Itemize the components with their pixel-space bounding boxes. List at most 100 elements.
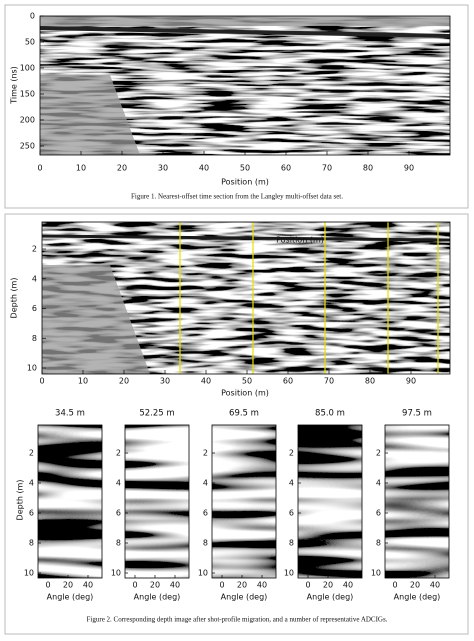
x-tick-label: 0: [45, 581, 50, 590]
y-tick-label: 4: [203, 479, 208, 488]
y-tick-label: 2: [203, 449, 208, 458]
x-tick-label: 0: [392, 581, 397, 590]
y-tick-label: 4: [376, 479, 381, 488]
panel-title: 69.5 m: [229, 409, 259, 419]
y-tick-label: 10: [284, 569, 294, 578]
y-tick-label: 6: [376, 509, 381, 518]
panel-frame: [297, 424, 363, 579]
x-tick-label: 60: [283, 377, 293, 386]
y-tick-label: 10: [111, 569, 121, 578]
y-tick-label: 8: [289, 539, 294, 548]
panel-frame: [124, 424, 190, 579]
panel-title: 52.25 m: [139, 409, 174, 419]
y-tick-label: 8: [203, 539, 208, 548]
y-tick-label: 100: [20, 64, 35, 73]
axis-label: Angle (deg): [221, 593, 268, 602]
axis-label: Position (m): [221, 389, 269, 398]
axis-label: Depth (m): [16, 480, 25, 521]
x-tick-label: 50: [240, 164, 250, 173]
x-tick-label: 80: [365, 377, 375, 386]
axis-label: Depth (m): [10, 278, 19, 319]
axis-label: Position (m): [221, 178, 269, 187]
x-tick-label: 30: [158, 164, 168, 173]
panel-image: [38, 425, 102, 578]
x-tick-label: 60: [281, 164, 291, 173]
x-tick-label: 40: [201, 377, 211, 386]
y-tick-label: 8: [116, 539, 121, 548]
panel-frame: [211, 424, 277, 579]
x-tick-label: 40: [83, 581, 93, 590]
y-tick-label: 10: [24, 569, 34, 578]
x-tick-label: 20: [119, 377, 129, 386]
x-tick-label: 0: [39, 377, 44, 386]
y-tick-label: 2: [376, 449, 381, 458]
x-tick-label: 20: [237, 581, 247, 590]
y-tick-label: 4: [29, 479, 34, 488]
panel-frame: [37, 424, 103, 579]
x-tick-label: 70: [324, 377, 334, 386]
x-tick-label: 50: [242, 377, 252, 386]
figure1-image: [39, 15, 451, 156]
axis-label: Angle (deg): [47, 593, 94, 602]
y-tick-label: 2: [32, 245, 37, 254]
x-tick-label: 30: [160, 377, 170, 386]
y-tick-label: 4: [116, 479, 121, 488]
x-tick-label: 40: [257, 581, 267, 590]
y-tick-label: 8: [32, 334, 37, 343]
y-tick-label: 2: [29, 449, 34, 458]
panel-title: 34.5 m: [55, 409, 85, 419]
axis-label: Angle (deg): [394, 593, 441, 602]
y-tick-label: 4: [289, 479, 294, 488]
figure2-frame: [4, 213, 469, 635]
x-tick-label: 40: [199, 164, 209, 173]
y-tick-label: 6: [116, 509, 121, 518]
x-tick-label: 40: [430, 581, 440, 590]
panel-image: [125, 425, 189, 578]
y-tick-label: 2: [289, 449, 294, 458]
caption: Figure 2. Corresponding depth image afte…: [87, 616, 388, 624]
y-tick-label: 10: [198, 569, 208, 578]
x-tick-label: 80: [363, 164, 373, 173]
axis-label: Position (m): [276, 236, 324, 245]
y-tick-label: 6: [29, 509, 34, 518]
axis-label: Angle (deg): [134, 593, 181, 602]
y-tick-label: 150: [20, 90, 35, 99]
y-tick-label: 0: [30, 12, 35, 21]
x-tick-label: 20: [117, 164, 127, 173]
x-tick-label: 40: [343, 581, 353, 590]
x-tick-label: 0: [305, 581, 310, 590]
panel-title: 97.5 m: [402, 409, 432, 419]
y-tick-label: 2: [116, 449, 121, 458]
y-tick-label: 6: [32, 304, 37, 313]
axis-label: Time (ns): [10, 66, 19, 105]
axis-label: Angle (deg): [307, 593, 354, 602]
x-tick-label: 0: [37, 164, 42, 173]
x-tick-label: 20: [323, 581, 333, 590]
panel-frame: [384, 424, 450, 579]
y-tick-label: 10: [27, 364, 37, 373]
y-tick-label: 250: [20, 142, 35, 151]
panel-image: [298, 425, 362, 578]
panel-image: [385, 425, 449, 578]
x-tick-label: 40: [170, 581, 180, 590]
caption: Figure 1. Nearest-offset time section fr…: [131, 193, 343, 201]
x-tick-label: 70: [322, 164, 332, 173]
y-tick-label: 8: [376, 539, 381, 548]
x-tick-label: 90: [406, 377, 416, 386]
x-tick-label: 20: [150, 581, 160, 590]
y-tick-label: 6: [289, 509, 294, 518]
panel-image: [212, 425, 276, 578]
y-tick-label: 10: [371, 569, 381, 578]
x-tick-label: 0: [219, 581, 224, 590]
x-tick-label: 20: [63, 581, 73, 590]
x-tick-label: 0: [132, 581, 137, 590]
figure2-image: [41, 221, 451, 375]
y-tick-label: 8: [29, 539, 34, 548]
x-tick-label: 10: [78, 377, 88, 386]
y-tick-label: 6: [203, 509, 208, 518]
y-tick-label: 200: [20, 116, 35, 125]
y-tick-label: 50: [25, 38, 35, 47]
x-tick-label: 20: [410, 581, 420, 590]
x-tick-label: 90: [404, 164, 414, 173]
